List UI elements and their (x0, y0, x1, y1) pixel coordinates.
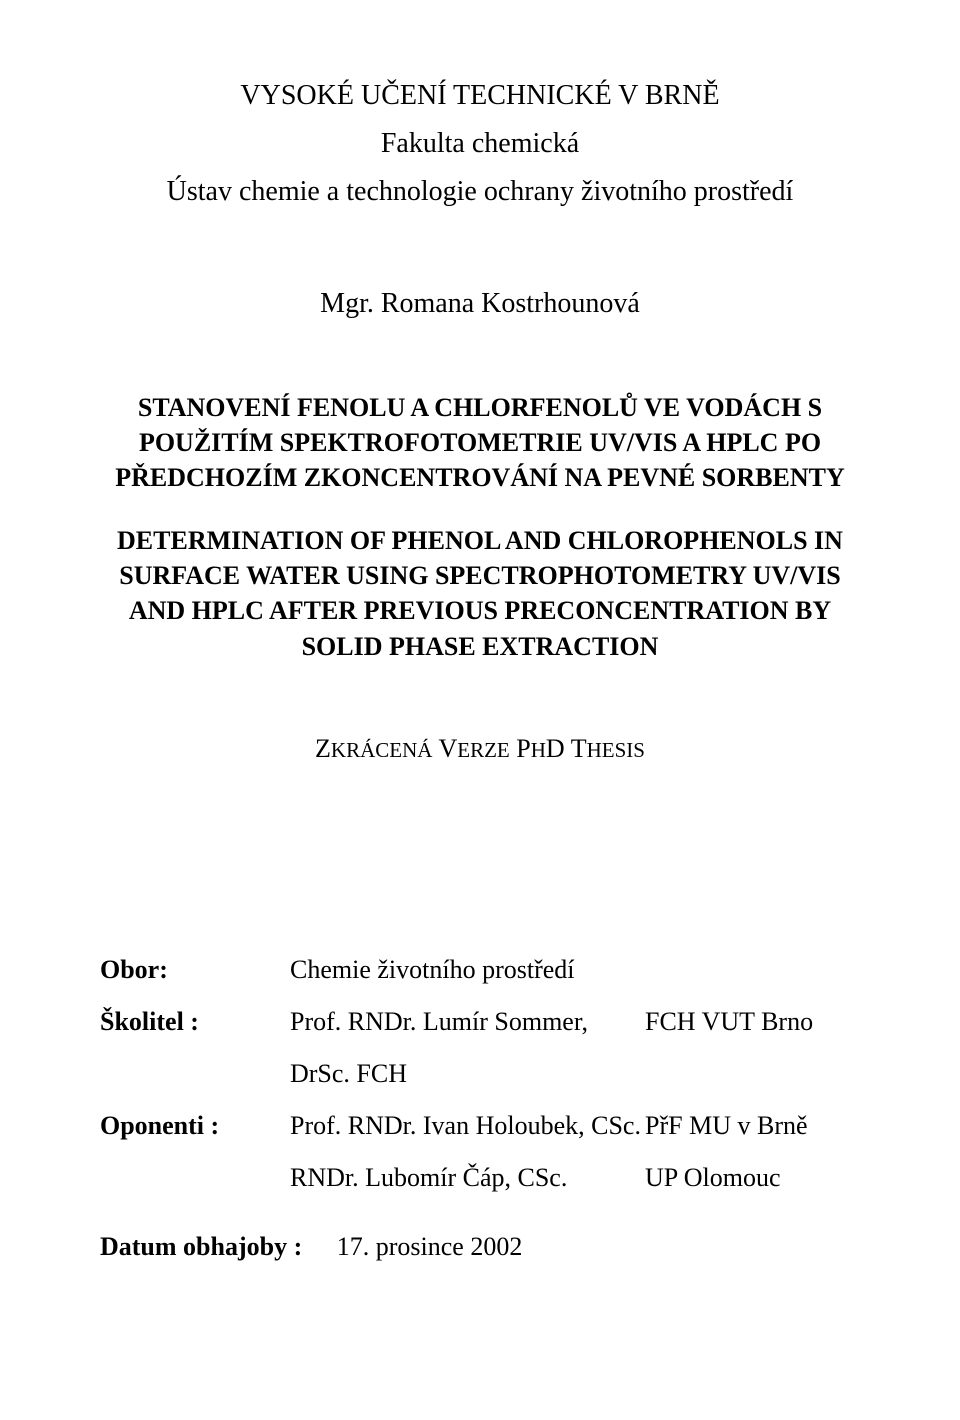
faculty-name: Fakulta chemická (100, 128, 860, 160)
supervisor-value: Prof. RNDr. Lumír Sommer, DrSc. FCH (290, 996, 645, 1100)
sc-cap: P (516, 734, 530, 763)
opponent1-row: Oponenti : Prof. RNDr. Ivan Holoubek, CS… (100, 1100, 860, 1152)
opponent2-value: RNDr. Lubomír Čáp, CSc. (290, 1152, 645, 1204)
opponent1-value: Prof. RNDr. Ivan Holoubek, CSc. (290, 1100, 645, 1152)
sc-cap: V (438, 734, 457, 763)
field-value: Chemie životního prostředí (290, 944, 645, 996)
thesis-type-label: ZKRÁCENÁ VERZE PHD THESIS (100, 734, 860, 764)
supervisor-label: Školitel : (100, 996, 290, 1100)
department-name: Ústav chemie a technologie ochrany život… (100, 176, 860, 208)
opponent1-affil: PřF MU v Brně (645, 1100, 860, 1152)
info-table: Obor: Chemie životního prostředí Školite… (100, 944, 860, 1204)
sc-rest: HESIS (587, 738, 645, 762)
sc-cap: D (546, 734, 565, 763)
opponents-label: Oponenti : (100, 1100, 290, 1152)
thesis-title-english: DETERMINATION OF PHENOL AND CHLOROPHENOL… (100, 523, 860, 663)
defense-date-row: Datum obhajoby : 17. prosince 2002 (100, 1232, 860, 1262)
defense-date-label: Datum obhajoby : (100, 1232, 302, 1261)
sc-rest: ERZE (457, 738, 510, 762)
sc-rest: H (531, 738, 546, 762)
supervisor-affil: FCH VUT Brno (645, 996, 860, 1100)
thesis-title-czech: STANOVENÍ FENOLU A CHLORFENOLŮ VE VODÁCH… (100, 390, 860, 495)
field-label: Obor: (100, 944, 290, 996)
opponents-label-empty (100, 1152, 290, 1204)
field-row: Obor: Chemie životního prostředí (100, 944, 860, 996)
sc-rest: KRÁCENÁ (331, 738, 433, 762)
university-name: VYSOKÉ UČENÍ TECHNICKÉ V BRNĚ (100, 80, 860, 112)
author-name: Mgr. Romana Kostrhounová (100, 288, 860, 320)
opponent2-affil: UP Olomouc (645, 1152, 860, 1204)
defense-date-value: 17. prosince 2002 (337, 1232, 523, 1261)
sc-cap: T (571, 734, 587, 763)
supervisor-row: Školitel : Prof. RNDr. Lumír Sommer, DrS… (100, 996, 860, 1100)
opponent2-row: RNDr. Lubomír Čáp, CSc. UP Olomouc (100, 1152, 860, 1204)
thesis-title-page: VYSOKÉ UČENÍ TECHNICKÉ V BRNĚ Fakulta ch… (0, 0, 960, 1420)
sc-cap: Z (315, 734, 331, 763)
field-affil (645, 944, 860, 996)
